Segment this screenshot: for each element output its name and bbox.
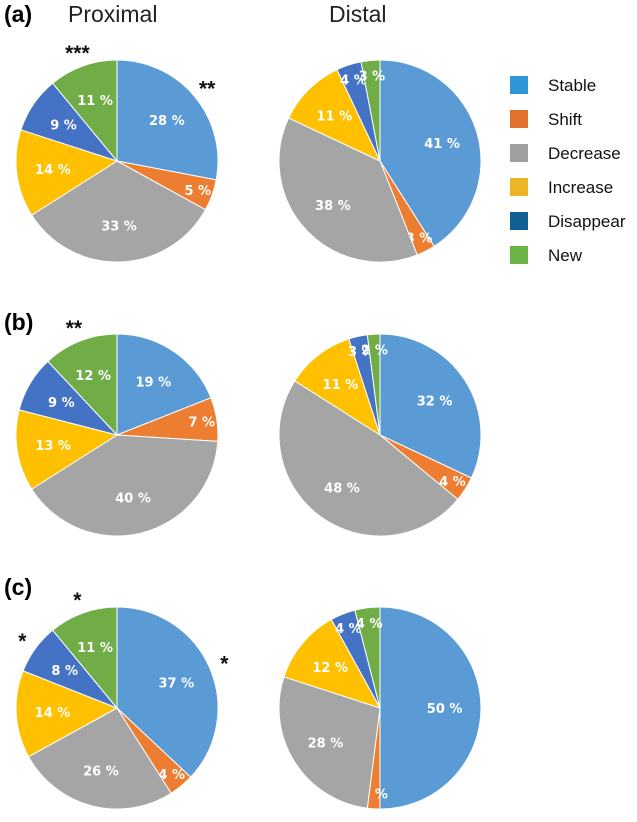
data-label-shift: 4 % (158, 768, 185, 783)
legend-label-increase: Increase (548, 178, 613, 197)
data-label-stable: 32 % (417, 394, 453, 409)
legend-label-shift: Shift (548, 110, 582, 129)
slice-new (354, 606, 381, 709)
column-title-distal: Distal (329, 1, 387, 27)
pie-proximal-a: 28 %5 %33 %14 %9 %11 %***** (15, 42, 219, 263)
legend: Stable Shift Decrease Increase Disappear New (510, 76, 626, 265)
pie-proximal-b: 19 % 7 % 40 % 13 % 9 %12 % ** (15, 317, 219, 537)
slice-decrease (278, 676, 381, 809)
data-label-decrease: 38 % (315, 199, 351, 214)
legend-label-decrease: Decrease (548, 144, 621, 163)
slice-new (366, 333, 381, 436)
column-title-proximal: Proximal (68, 1, 157, 27)
significance-marker-stable: ** (199, 77, 216, 100)
slice-decrease (31, 434, 219, 537)
data-label-new: 12 % (75, 369, 111, 384)
data-label-increase: 11 % (323, 378, 359, 393)
data-label-disappear: 9 % (50, 119, 77, 134)
slice-new (51, 606, 118, 710)
panel-label-c: (c) (4, 574, 32, 600)
data-label-stable: 19 % (136, 376, 172, 391)
data-label-new: 11 % (77, 94, 113, 109)
data-label-decrease: 26 % (83, 765, 119, 780)
slice-stable (379, 333, 482, 479)
data-label-disappear: 4 % (340, 73, 367, 88)
data-label-new: 2 % (361, 343, 388, 358)
significance-marker-new: *** (65, 42, 90, 65)
legend-swatch-shift (510, 110, 528, 128)
data-label-stable: 37 % (158, 676, 194, 691)
data-label-disappear: 4 % (335, 622, 362, 637)
significance-marker-stable: * (220, 653, 229, 676)
slice-increase (15, 670, 119, 758)
data-label-increase: 12 % (312, 661, 348, 676)
pie-charts: 28 %5 %33 %14 %9 %11 %*****41 %3 %38 %11… (15, 42, 482, 810)
legend-label-disappear: Disappear (548, 212, 626, 231)
slice-increase (294, 338, 381, 437)
data-label-decrease: 48 % (324, 481, 360, 496)
data-label-increase: 11 % (316, 109, 352, 124)
slice-decrease (27, 707, 172, 810)
data-label-increase: 14 % (35, 706, 71, 721)
data-label-increase: 14 % (35, 163, 71, 178)
data-label-decrease: 28 % (308, 737, 344, 752)
slice-decrease (278, 380, 459, 537)
data-label-decrease: 40 % (115, 492, 151, 507)
significance-marker-new: * (73, 589, 82, 612)
slice-decrease (31, 160, 207, 263)
legend-swatch-stable (510, 76, 528, 94)
slice-new (51, 59, 118, 163)
slice-stable (116, 59, 219, 181)
data-label-increase: 13 % (35, 439, 71, 454)
data-label-stable: 50 % (427, 702, 463, 717)
slice-stable (379, 59, 482, 247)
slice-increase (15, 129, 119, 216)
pie-proximal-c: 37 % 4 % 26 % 14 % 8 % 11 % * * * (15, 589, 229, 810)
data-label-disappear: 8 % (51, 664, 78, 679)
data-label-shift: 7 % (188, 416, 215, 431)
legend-swatch-decrease (510, 144, 528, 162)
legend-label-stable: Stable (548, 76, 596, 95)
slice-increase (15, 409, 119, 490)
legend-swatch-increase (510, 178, 528, 196)
data-label-shift: 4 % (439, 475, 466, 490)
data-label-new: 4 % (356, 617, 383, 632)
pie-distal-c: 50 %2 %28 %12 %4 %4 % (278, 606, 482, 810)
pie-distal-b: 32 % 4 % 48 % 11 % 3 %2 % (278, 333, 482, 537)
data-label-new: 11 % (77, 641, 113, 656)
data-label-disappear: 3 % (348, 345, 375, 360)
slice-new (47, 333, 118, 437)
slice-stable (116, 333, 212, 436)
panel-label-b: (b) (4, 309, 33, 335)
data-label-disappear: 9 % (48, 396, 75, 411)
legend-swatch-disappear (510, 212, 528, 230)
slice-stable (379, 606, 482, 810)
slice-increase (283, 618, 382, 709)
data-label-stable: 41 % (424, 137, 460, 152)
legend-swatch-new (510, 246, 528, 264)
slice-stable (116, 606, 219, 778)
data-label-stable: 28 % (149, 114, 185, 129)
data-label-shift: 5 % (184, 184, 211, 199)
legend-label-new: New (548, 246, 583, 265)
slice-increase (287, 68, 382, 163)
slice-decrease (278, 117, 418, 263)
significance-marker-new: ** (66, 317, 83, 340)
slice-new (360, 59, 381, 162)
significance-marker-disappear: * (18, 630, 27, 653)
pie-distal-a: 41 %3 %38 %11 %4 %3 % (278, 59, 482, 263)
panel-label-a: (a) (4, 1, 32, 27)
data-label-decrease: 33 % (101, 220, 137, 235)
data-label-new: 3 % (359, 70, 386, 85)
